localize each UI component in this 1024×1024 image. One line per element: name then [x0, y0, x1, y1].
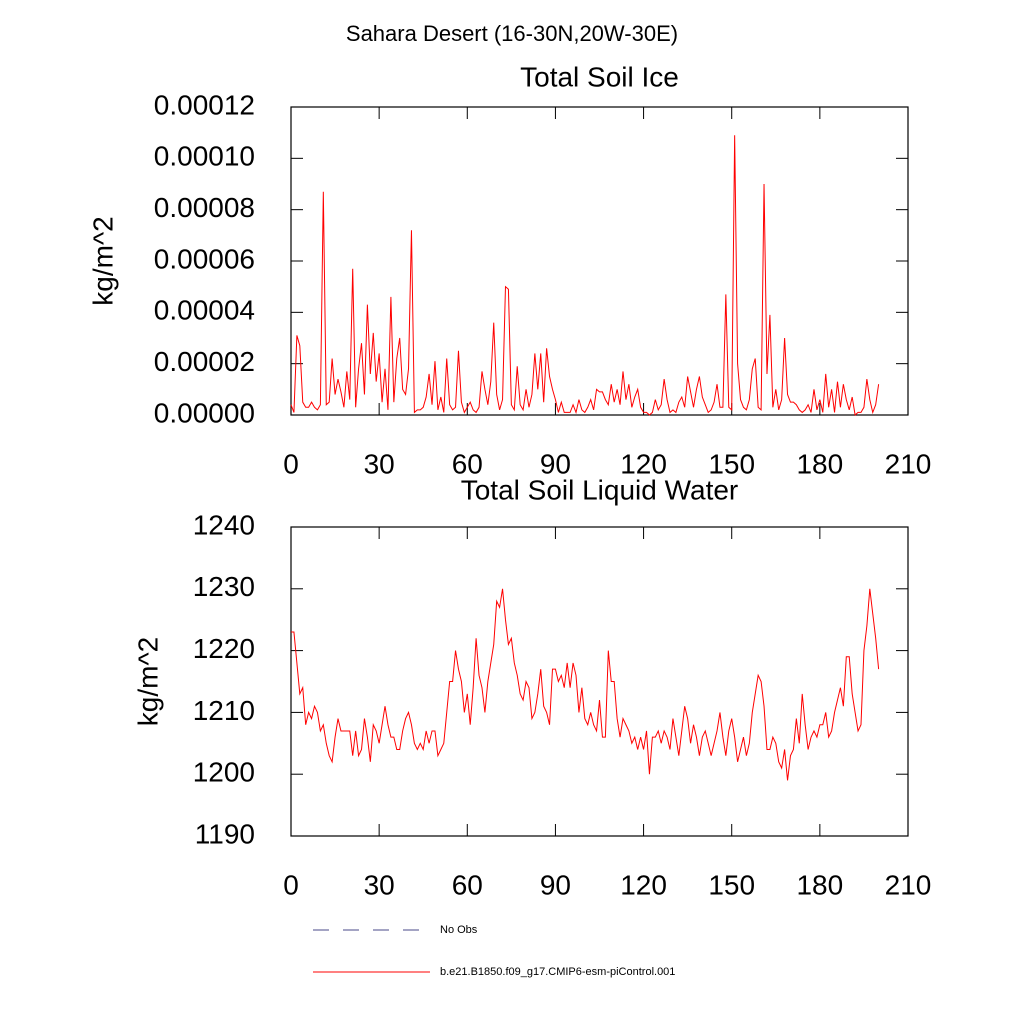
y-tick-label: 0.00012: [154, 89, 255, 120]
x-tick-label: 0: [283, 869, 299, 900]
x-tick-label: 120: [620, 869, 667, 900]
plot-frame: [290, 526, 909, 837]
x-tick-label: 120: [620, 448, 667, 479]
y-tick-label: 0.00008: [154, 192, 255, 223]
y-axis-label: kg/m^2: [87, 216, 118, 305]
y-tick-label: 1230: [193, 571, 255, 602]
x-tick-label: 0: [283, 448, 299, 479]
legend-label: No Obs: [440, 924, 478, 936]
y-tick-label: 0.00004: [154, 295, 255, 326]
x-tick-label: 150: [708, 869, 755, 900]
data-line: [291, 588, 880, 781]
data-line: [290, 135, 880, 416]
y-tick-label: 1190: [195, 818, 255, 849]
panel-title: Total Soil Liquid Water: [461, 474, 739, 505]
x-tick-label: 30: [364, 869, 395, 900]
y-tick-label: 0.00010: [154, 141, 255, 172]
x-tick-label: 30: [364, 448, 395, 479]
x-tick-label: 60: [452, 869, 483, 900]
x-tick-label: 90: [540, 448, 571, 479]
legend-label: b.e21.B1850.f09_g17.CMIP6-esm-piControl.…: [440, 966, 675, 978]
x-tick-label: 60: [452, 448, 483, 479]
x-tick-label: 180: [796, 448, 843, 479]
y-tick-label: 0.00000: [154, 397, 255, 428]
x-tick-label: 210: [885, 448, 932, 479]
x-tick-label: 150: [708, 448, 755, 479]
y-tick-label: 0.00006: [154, 243, 255, 274]
x-tick-label: 210: [885, 869, 932, 900]
y-tick-label: 1240: [193, 509, 255, 540]
y-tick-label: 1200: [193, 757, 255, 788]
y-axis-label: kg/m^2: [132, 637, 163, 726]
x-tick-label: 90: [540, 869, 571, 900]
y-tick-label: 1220: [193, 633, 255, 664]
y-tick-label: 0.00002: [154, 346, 255, 377]
y-tick-label: 1210: [193, 695, 255, 726]
panel-title: Total Soil Ice: [520, 61, 679, 92]
figure-title: Sahara Desert (16-30N,20W-30E): [346, 21, 678, 46]
x-tick-label: 180: [796, 869, 843, 900]
